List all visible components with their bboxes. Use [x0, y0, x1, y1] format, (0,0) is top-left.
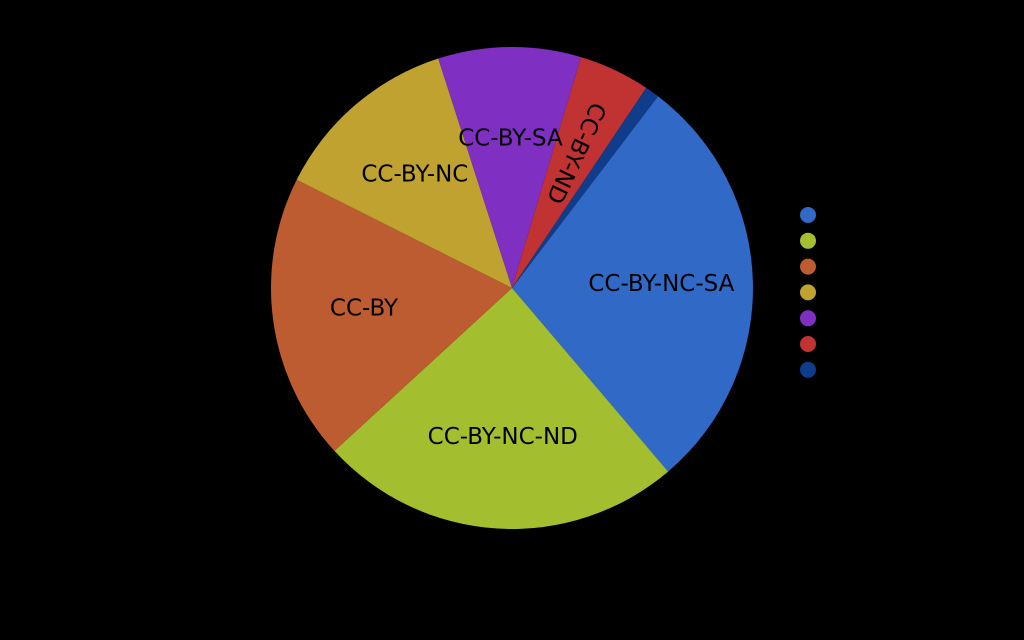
- legend-marker-cc-by-sa: [800, 310, 816, 326]
- slice-label-cc-by: CC-BY: [330, 296, 399, 322]
- legend-marker-cc-by-nc: [800, 284, 816, 300]
- slice-label-cc-by-sa: CC-BY-SA: [458, 126, 563, 152]
- legend-marker-cc-by-nc-nd: [800, 233, 816, 249]
- slice-label-cc-by-nc-sa: CC-BY-NC-SA: [588, 271, 734, 297]
- legend-marker-cc-by-nd: [800, 336, 816, 352]
- slice-label-cc-by-nc-nd: CC-BY-NC-ND: [428, 424, 578, 450]
- legend-marker-cc-by: [800, 259, 816, 275]
- legend-marker-other: [800, 362, 816, 378]
- legend-marker-cc-by-nc-sa: [800, 207, 816, 223]
- slice-label-cc-by-nc: CC-BY-NC: [361, 161, 468, 187]
